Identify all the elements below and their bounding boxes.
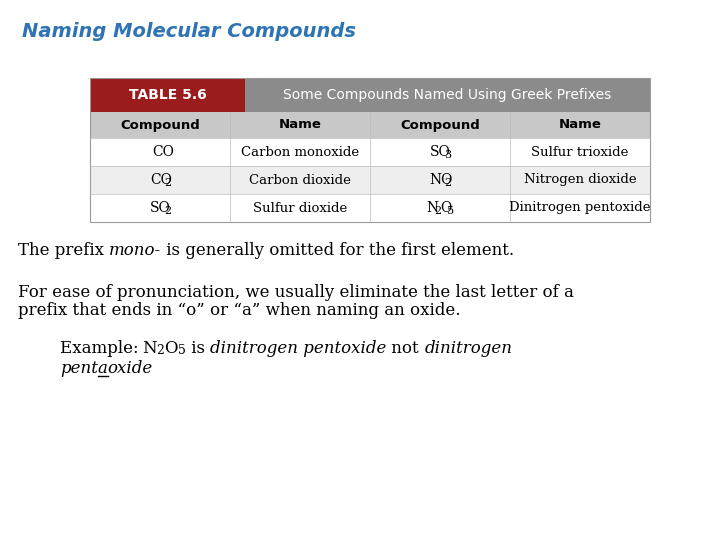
FancyBboxPatch shape — [90, 78, 245, 112]
Text: is generally omitted for the first element.: is generally omitted for the first eleme… — [161, 242, 515, 259]
Text: N: N — [427, 201, 439, 215]
Text: 5: 5 — [447, 206, 454, 215]
FancyBboxPatch shape — [245, 78, 650, 112]
Text: dinitrogen: dinitrogen — [424, 340, 513, 357]
Text: 5: 5 — [178, 344, 186, 357]
Text: Sulfur trioxide: Sulfur trioxide — [531, 145, 629, 159]
Text: The prefix: The prefix — [18, 242, 109, 259]
Text: Carbon dioxide: Carbon dioxide — [249, 173, 351, 186]
Text: SO: SO — [430, 145, 451, 159]
Text: 2: 2 — [164, 178, 171, 187]
Text: Dinitrogen pentoxide: Dinitrogen pentoxide — [509, 201, 651, 214]
Text: Naming Molecular Compounds: Naming Molecular Compounds — [22, 22, 356, 41]
Text: mono-: mono- — [109, 242, 161, 259]
Text: TABLE 5.6: TABLE 5.6 — [129, 88, 207, 102]
FancyBboxPatch shape — [90, 194, 650, 222]
Text: Compound: Compound — [120, 118, 200, 132]
Text: NO: NO — [430, 173, 453, 187]
Text: 2: 2 — [157, 344, 164, 357]
FancyBboxPatch shape — [90, 166, 650, 194]
Text: For ease of pronunciation, we usually eliminate the last letter of a: For ease of pronunciation, we usually el… — [18, 284, 574, 301]
Text: O: O — [164, 340, 178, 357]
Text: Compound: Compound — [400, 118, 480, 132]
Text: 2: 2 — [164, 206, 171, 215]
Text: oxide: oxide — [108, 360, 153, 377]
Text: a: a — [98, 360, 108, 377]
Text: 2: 2 — [444, 178, 451, 187]
Text: Name: Name — [279, 118, 321, 132]
Text: Carbon monoxide: Carbon monoxide — [241, 145, 359, 159]
Text: dinitrogen pentoxide: dinitrogen pentoxide — [210, 340, 387, 357]
Text: CO: CO — [153, 145, 174, 159]
Text: SO: SO — [150, 201, 171, 215]
Text: Nitrogen dioxide: Nitrogen dioxide — [523, 173, 636, 186]
Text: O: O — [440, 201, 451, 215]
FancyBboxPatch shape — [90, 138, 650, 166]
FancyBboxPatch shape — [90, 112, 650, 138]
Text: prefix that ends in “o” or “a” when naming an oxide.: prefix that ends in “o” or “a” when nami… — [18, 302, 461, 319]
Text: Sulfur dioxide: Sulfur dioxide — [253, 201, 347, 214]
Text: CO: CO — [150, 173, 171, 187]
Text: 2: 2 — [434, 206, 441, 215]
Text: is: is — [186, 340, 210, 357]
Text: Example:: Example: — [60, 340, 142, 357]
Text: not: not — [387, 340, 424, 357]
Text: pent: pent — [60, 360, 98, 377]
Text: 3: 3 — [444, 150, 451, 159]
Text: Name: Name — [559, 118, 601, 132]
Text: N: N — [142, 340, 157, 357]
Text: Some Compounds Named Using Greek Prefixes: Some Compounds Named Using Greek Prefixe… — [284, 88, 611, 102]
